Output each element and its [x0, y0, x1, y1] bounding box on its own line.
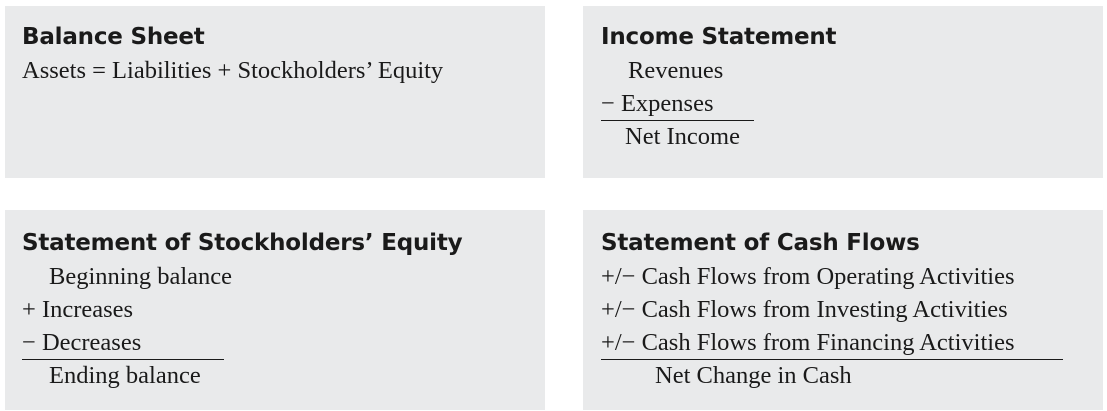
cash-flows-investing: +/− Cash Flows from Investing Activities — [601, 296, 1008, 323]
balance-sheet-panel: Balance Sheet Assets = Liabilities + Sto… — [5, 6, 545, 178]
stockholders-equity-panel: Statement of Stockholders’ Equity Beginn… — [5, 210, 545, 410]
income-statement-title: Income Statement — [601, 24, 837, 50]
stockholders-equity-total-rule — [22, 359, 224, 360]
income-statement-panel: Income Statement Revenues − Expenses Net… — [583, 6, 1103, 178]
cash-flows-net-change: Net Change in Cash — [655, 362, 852, 389]
cash-flows-financing: +/− Cash Flows from Financing Activities — [601, 329, 1015, 356]
stockholders-equity-increases: + Increases — [22, 296, 134, 323]
cash-flows-operating: +/− Cash Flows from Operating Activities — [601, 263, 1015, 290]
income-statement-expenses: − Expenses — [601, 90, 714, 117]
cash-flows-total-rule — [601, 359, 1063, 360]
cash-flows-title: Statement of Cash Flows — [601, 230, 920, 256]
stockholders-equity-title: Statement of Stockholders’ Equity — [22, 230, 463, 256]
cash-flows-panel: Statement of Cash Flows +/− Cash Flows f… — [583, 210, 1103, 410]
stockholders-equity-ending: Ending balance — [49, 362, 201, 389]
income-statement-total-rule — [601, 120, 754, 121]
balance-sheet-equation: Assets = Liabilities + Stockholders’ Equ… — [22, 57, 444, 84]
income-statement-revenues: Revenues — [628, 57, 724, 84]
balance-sheet-title: Balance Sheet — [22, 24, 205, 50]
stockholders-equity-decreases: − Decreases — [22, 329, 142, 356]
income-statement-net-income: Net Income — [625, 123, 740, 150]
stockholders-equity-beginning: Beginning balance — [49, 263, 233, 290]
